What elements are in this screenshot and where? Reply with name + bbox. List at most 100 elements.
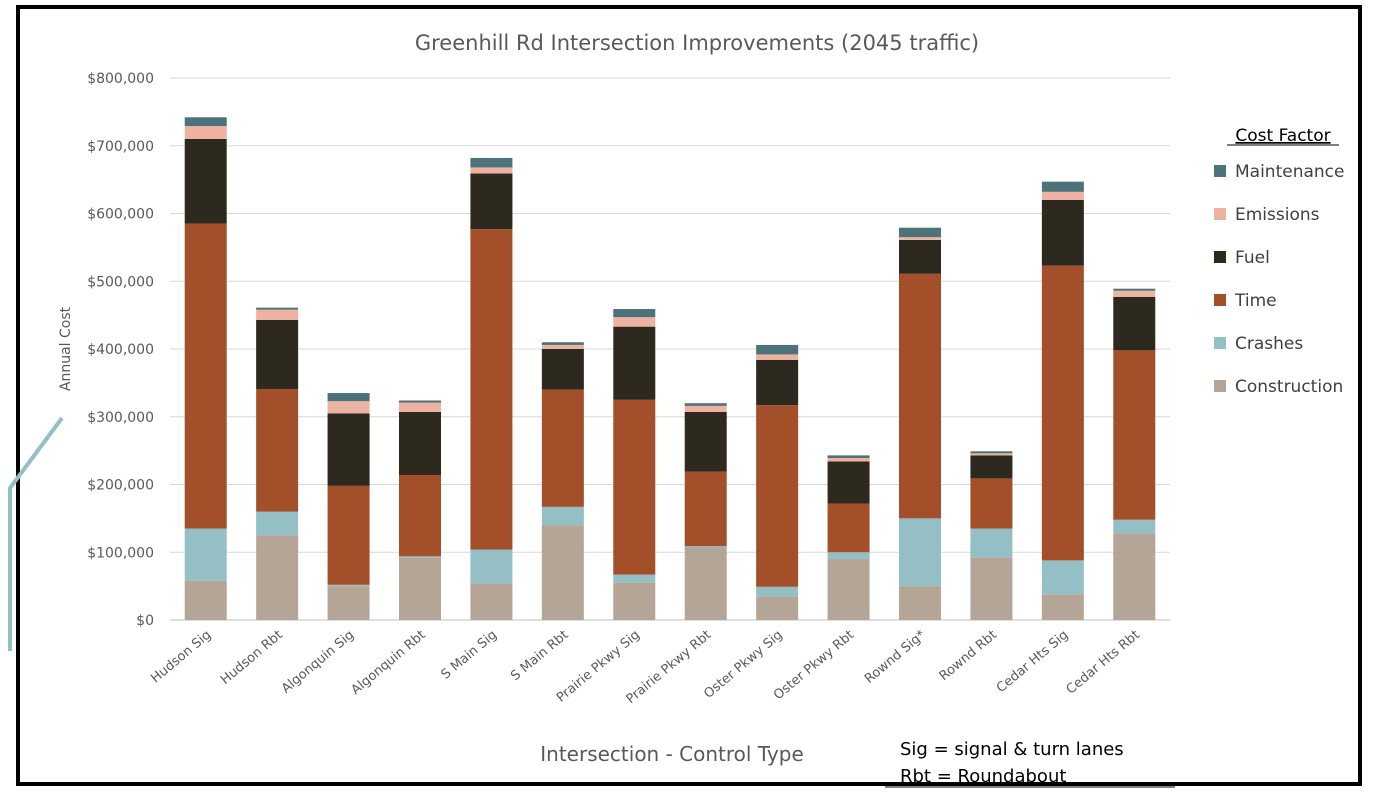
bar-segment-crashes	[184, 528, 227, 581]
bar-segment-maintenance	[327, 393, 370, 402]
bar-segment-crashes	[899, 518, 941, 587]
legend-swatch-emissions	[1214, 208, 1226, 220]
bar-segment-construction	[756, 596, 799, 620]
bar-segment-construction	[899, 586, 941, 620]
y-tick-label: $500,000	[87, 274, 154, 290]
bar-segment-construction	[399, 557, 441, 620]
legend: Maintenance Emissions Fuel Time Crashes Const…	[1214, 162, 1344, 397]
legend-label-maintenance: Maintenance	[1235, 162, 1344, 182]
bar-segment-time	[327, 485, 370, 585]
bar-segment-fuel	[684, 412, 727, 472]
bar-segment-emissions	[613, 317, 656, 327]
legend-swatch-construction	[1214, 380, 1226, 392]
gridlines	[170, 77, 1170, 621]
bar-segment-construction	[1113, 533, 1156, 620]
bar-segment-emissions	[1113, 290, 1156, 297]
bar-segment-emissions	[1041, 191, 1084, 200]
bar-segment-construction	[541, 525, 584, 620]
bar-segment-construction	[970, 557, 1013, 620]
x-category-label: Cedar Hts Rbt	[1064, 628, 1143, 698]
x-category-label: S Main Rbt	[508, 628, 571, 684]
y-tick-label: $200,000	[87, 478, 154, 494]
bar-segment-crashes	[256, 511, 299, 536]
bar-segment-fuel	[470, 173, 513, 230]
bar-segment-time	[899, 273, 941, 519]
legend-swatch-crashes	[1214, 337, 1226, 349]
y-tick-label: $600,000	[87, 207, 154, 223]
bar-segment-construction	[184, 580, 227, 620]
legend-label-fuel: Fuel	[1235, 248, 1270, 268]
bar-segment-emissions	[541, 344, 584, 349]
x-category-label: Algonquin Sig	[279, 628, 357, 697]
bar-segment-fuel	[756, 359, 799, 406]
bar-segment-time	[613, 399, 656, 575]
y-axis-title: Annual Cost	[58, 306, 74, 391]
bar-segment-construction	[256, 535, 299, 620]
bar-segment-maintenance	[970, 451, 1013, 454]
y-tick-label: $0	[136, 613, 154, 629]
x-category-label: Hudson Sig	[148, 628, 214, 687]
bar-segment-maintenance	[756, 344, 799, 355]
bar-segment-fuel	[327, 413, 370, 486]
bar-segment-maintenance	[256, 307, 299, 310]
y-tick-label: $100,000	[87, 545, 154, 561]
legend-label-emissions: Emissions	[1235, 205, 1320, 225]
bar-segment-fuel	[541, 349, 584, 390]
bar-segment-time	[541, 389, 584, 507]
bar-segment-emissions	[827, 458, 870, 462]
y-tick-label: $700,000	[87, 139, 154, 155]
bar-segment-construction	[613, 582, 656, 620]
y-tick-label: $300,000	[87, 410, 154, 426]
bar-segment-crashes	[970, 528, 1013, 558]
x-category-label: Algonquin Rbt	[349, 628, 429, 699]
legend-swatch-time	[1214, 294, 1226, 306]
bar-segment-crashes	[399, 556, 441, 558]
legend-label-time: Time	[1234, 291, 1277, 311]
x-category-label: Rownd Rbt	[937, 628, 1000, 685]
bar-segment-crashes	[470, 549, 513, 584]
bar-segment-crashes	[613, 574, 656, 583]
bar-segment-maintenance	[399, 400, 441, 403]
bar-segment-time	[399, 475, 441, 557]
bar-segment-maintenance	[899, 227, 941, 238]
bar-segment-maintenance	[470, 157, 513, 168]
bar-segment-fuel	[827, 461, 870, 504]
bar-segment-time	[970, 478, 1013, 529]
bars	[184, 117, 1156, 620]
chart-title: Greenhill Rd Intersection Improvements (…	[415, 31, 979, 55]
legend-label-crashes: Crashes	[1235, 334, 1303, 354]
bar-segment-construction	[827, 559, 870, 620]
bar-segment-fuel	[613, 326, 656, 400]
legend-label-construction: Construction	[1235, 377, 1343, 397]
bar-segment-emissions	[184, 126, 227, 139]
bar-segment-emissions	[256, 309, 299, 320]
bar-segment-construction	[470, 583, 513, 620]
bar-segment-maintenance	[184, 117, 227, 127]
bar-segment-maintenance	[613, 309, 656, 318]
bar-segment-time	[1041, 265, 1084, 561]
bar-segment-emissions	[970, 453, 1013, 456]
legend-swatch-maintenance	[1214, 165, 1226, 177]
bar-segment-time	[184, 223, 227, 529]
bar-segment-crashes	[684, 546, 727, 548]
bar-segment-fuel	[899, 239, 941, 274]
y-tick-label: $400,000	[87, 342, 154, 358]
bar-segment-fuel	[399, 412, 441, 476]
bar-segment-emissions	[899, 237, 941, 240]
bar-segment-emissions	[684, 405, 727, 413]
note-rbt: Rbt = Roundabout	[900, 766, 1066, 787]
y-tick-label: $800,000	[87, 71, 154, 87]
bar-segment-emissions	[399, 402, 441, 413]
bar-segment-crashes	[541, 506, 584, 526]
bar-segment-time	[470, 229, 513, 550]
bar-segment-emissions	[756, 354, 799, 360]
x-category-label: Cedar Hts Sig	[994, 628, 1072, 696]
annotation-line	[8, 416, 64, 651]
bar-segment-crashes	[1041, 560, 1084, 595]
y-axis-ticks: $0 $100,000 $200,000 $300,000 $400,000 $500,0…	[87, 71, 154, 629]
bar-segment-time	[827, 503, 870, 553]
x-category-label: Rownd Sig*	[862, 627, 929, 687]
bar-segment-fuel	[256, 319, 299, 389]
